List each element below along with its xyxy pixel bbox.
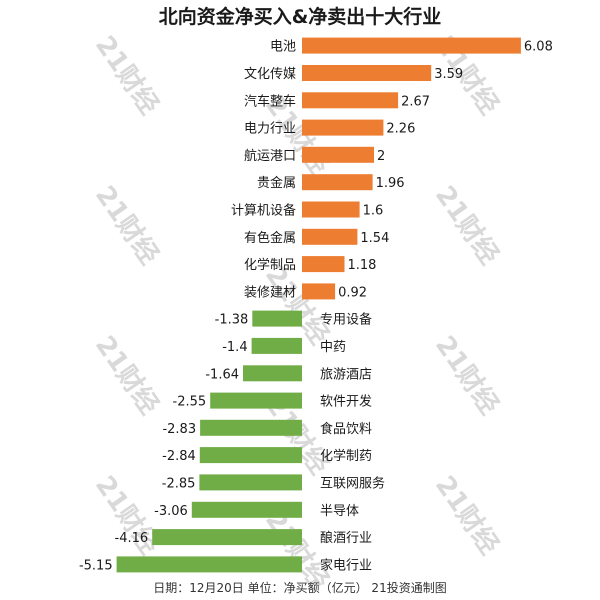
- category-label: 旅游酒店: [320, 367, 372, 382]
- category-label: 软件开发: [320, 394, 372, 410]
- bar-软件开发: [210, 392, 302, 409]
- category-label: 电池: [270, 40, 296, 55]
- bar-食品饮料: [200, 419, 302, 436]
- category-label: 中药: [320, 340, 346, 355]
- category-label: 有色金属: [244, 230, 296, 246]
- category-label: 专用设备: [320, 312, 372, 328]
- category-label: 电力行业: [244, 122, 296, 137]
- value-label: 2.26: [386, 122, 415, 137]
- bar-互联网服务: [199, 474, 302, 491]
- category-label: 汽车整车: [244, 93, 296, 109]
- category-label: 家电行业: [320, 557, 372, 573]
- category-label: 化学制药: [320, 448, 372, 464]
- watermark: 21财经: [429, 330, 505, 420]
- watermark: 21财经: [89, 330, 165, 420]
- value-label: 6.08: [524, 40, 553, 55]
- chart-footer: 日期：12月20日 单位：净买额（亿元） 21投资通制图: [153, 581, 447, 595]
- bar-贵金属: [302, 174, 373, 191]
- value-label: -2.83: [162, 422, 196, 437]
- bar-有色金属: [302, 228, 358, 245]
- watermark: 21财经: [259, 260, 335, 350]
- bar-化学制品: [302, 256, 345, 273]
- value-label: -1.38: [215, 313, 249, 328]
- category-label: 装修建材: [244, 285, 296, 300]
- category-label: 互联网服务: [320, 475, 385, 491]
- category-label: 酿酒行业: [320, 530, 372, 546]
- bar-汽车整车: [302, 92, 399, 109]
- value-label: 1.96: [376, 176, 405, 191]
- value-label: 1.18: [348, 258, 377, 273]
- value-label: -2.84: [162, 449, 196, 464]
- value-label: -1.64: [205, 367, 239, 382]
- bar-航运港口: [302, 146, 374, 163]
- category-label: 半导体: [320, 504, 359, 519]
- watermark: 21财经: [429, 180, 505, 270]
- value-label: -4.16: [115, 531, 149, 546]
- value-label: -3.06: [154, 504, 188, 519]
- bar-旅游酒店: [243, 365, 302, 382]
- category-label: 航运港口: [244, 148, 296, 164]
- category-label: 计算机设备: [231, 203, 296, 219]
- bar-文化传媒: [302, 65, 432, 81]
- value-label: 0.92: [338, 285, 367, 300]
- watermark: 21财经: [89, 180, 165, 270]
- value-label: -2.55: [173, 395, 207, 410]
- bar-酿酒行业: [152, 529, 302, 546]
- category-label: 文化传媒: [244, 67, 296, 82]
- bar-家电行业: [116, 556, 302, 573]
- value-label: 2: [377, 149, 385, 164]
- value-label: 1.54: [360, 231, 389, 246]
- bar-装修建材: [302, 283, 336, 300]
- category-label: 贵金属: [257, 175, 296, 191]
- category-label: 食品饮料: [320, 421, 372, 437]
- category-label: 化学制品: [244, 257, 296, 273]
- value-label: -1.4: [222, 340, 247, 355]
- bar-化学制药: [199, 447, 302, 464]
- watermark: 21财经: [89, 30, 165, 120]
- bar-电池: [302, 37, 521, 54]
- bar-半导体: [191, 501, 302, 518]
- value-label: 3.59: [434, 67, 463, 82]
- watermark: 21财经: [429, 470, 505, 560]
- value-label: 2.67: [401, 94, 430, 109]
- bar-计算机设备: [302, 201, 360, 218]
- value-label: -2.85: [162, 476, 196, 491]
- chart-title: 北向资金净买入&净卖出十大行业: [158, 6, 442, 28]
- bar-中药: [251, 337, 302, 354]
- value-label: -5.15: [79, 558, 113, 573]
- bar-电力行业: [302, 119, 384, 136]
- value-label: 1.6: [363, 204, 384, 219]
- bar-专用设备: [252, 310, 302, 327]
